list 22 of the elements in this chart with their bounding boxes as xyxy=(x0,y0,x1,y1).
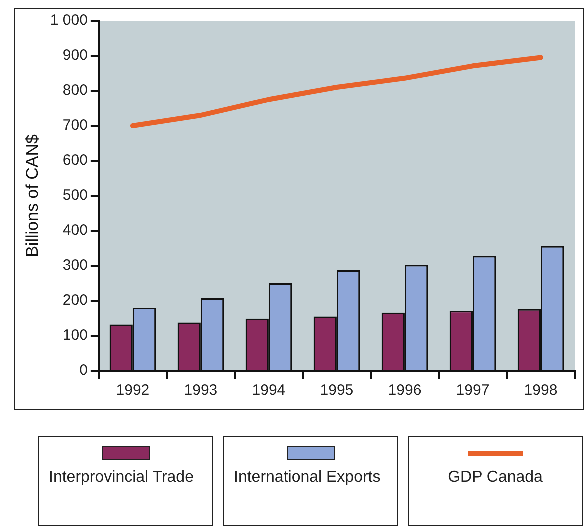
y-tick-label: 0 xyxy=(80,362,88,380)
x-tick-label: 1997 xyxy=(456,382,490,400)
legend-label: GDP Canada xyxy=(447,468,544,488)
y-tick-label: 200 xyxy=(62,292,88,310)
x-tick-label: 1994 xyxy=(252,382,286,400)
y-axis-title: Billions of CAN$ xyxy=(22,134,42,258)
y-tick-label: 800 xyxy=(62,82,88,100)
y-tick-label: 600 xyxy=(62,152,88,170)
x-tick-label: 1998 xyxy=(524,382,558,400)
y-tick-label: 300 xyxy=(62,257,88,274)
y-tick-label: 500 xyxy=(62,187,88,204)
y-tick-label: 900 xyxy=(62,47,88,64)
x-tick-label: 1996 xyxy=(388,382,422,400)
x-tick-label: 1995 xyxy=(320,382,354,400)
legend-label: Interprovincial Trade xyxy=(49,468,195,488)
x-tick-label: 1992 xyxy=(116,382,150,400)
y-tick-label: 400 xyxy=(62,222,88,240)
y-tick-label: 1 000 xyxy=(50,12,88,30)
y-tick-label: 700 xyxy=(62,117,88,134)
y-tick-label: 100 xyxy=(62,327,88,344)
legend-label: International Exports xyxy=(234,468,382,488)
x-tick-label: 1993 xyxy=(184,382,218,400)
